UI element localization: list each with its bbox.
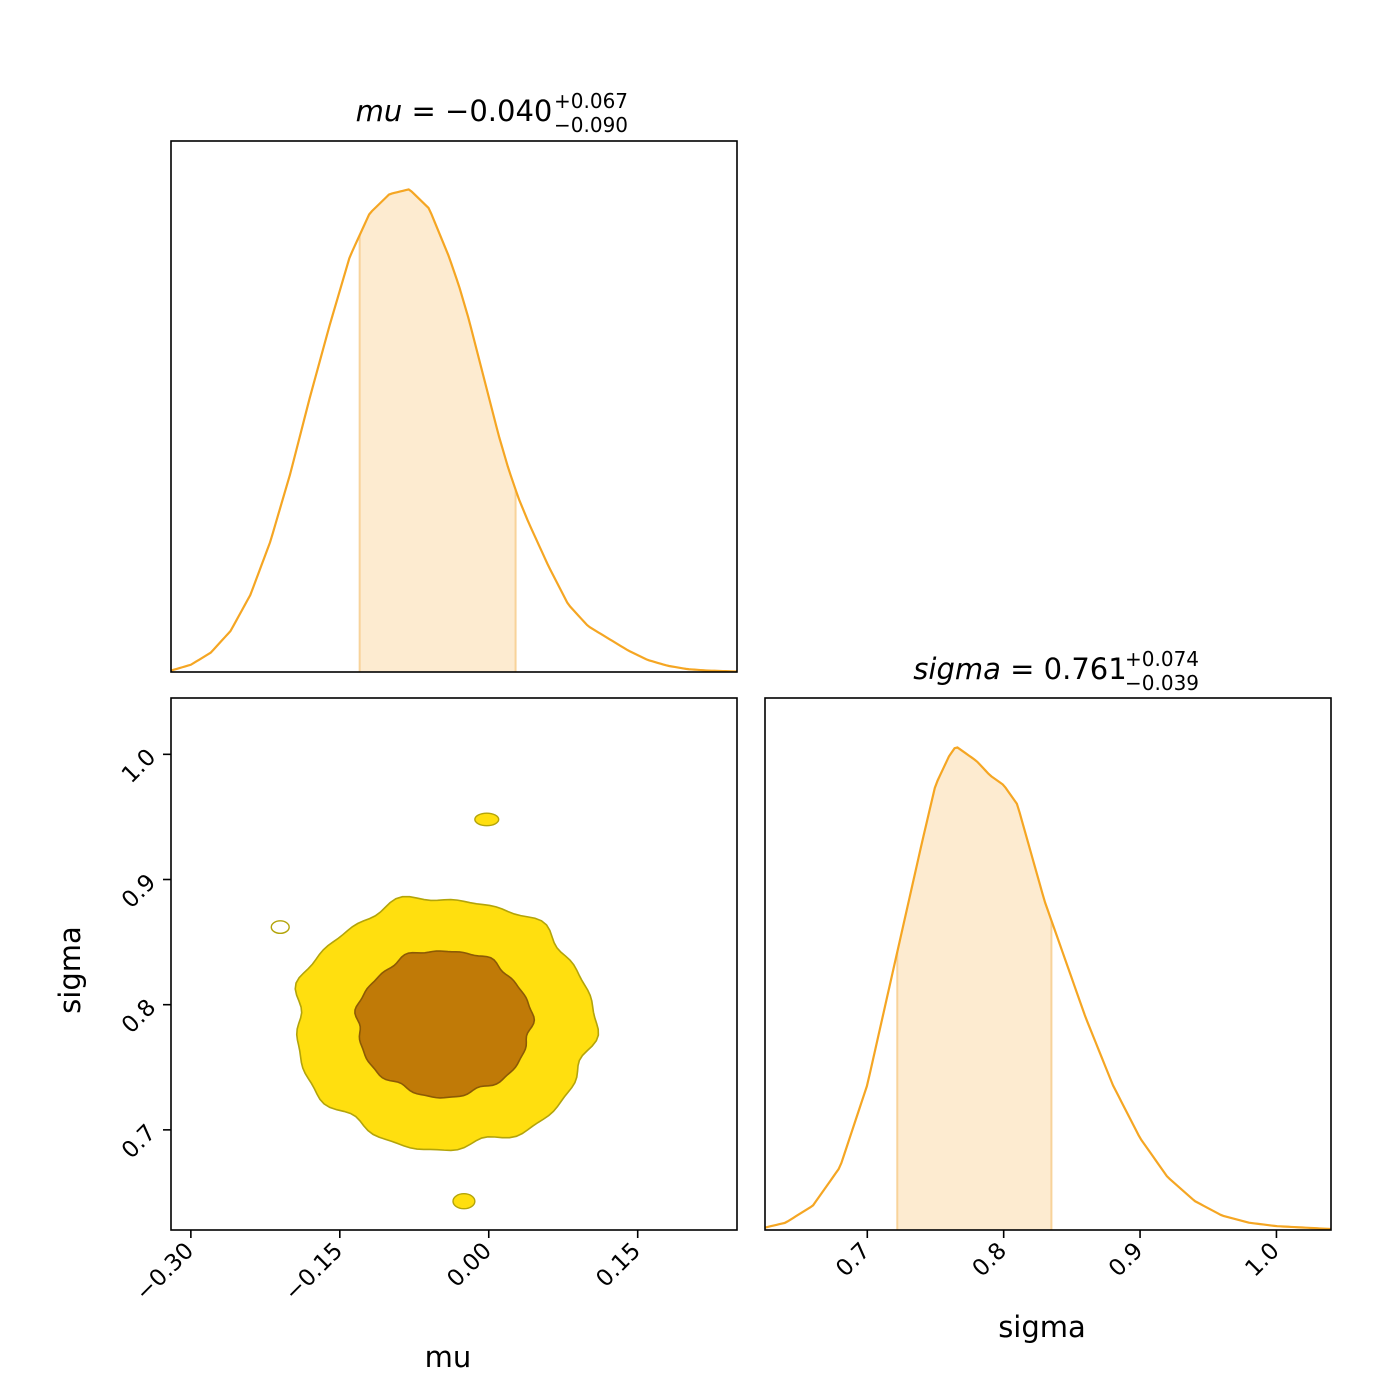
sigma-left-tick-label: 0.9 [117,869,161,913]
mu-tick-label: 0.00 [442,1238,497,1293]
contour-island [452,1192,476,1210]
mu-marginal-frame [170,140,738,673]
sigma-bottom-tick-label: 0.9 [1104,1238,1148,1282]
joint-frame [170,697,738,1231]
sigma-left-tick-label: 0.8 [117,995,161,1039]
contour-layer [270,812,600,1210]
contour-island [270,920,290,935]
sigma-marginal-frame [764,697,1332,1231]
mu-axis-label: mu [425,1340,472,1374]
sigma-density-curve-layer [764,746,1332,1231]
contour-inner [354,950,536,1099]
sigma-marginal-panel: sigma = 0.761 +0.074 −0.039 [764,647,1332,1231]
sigma-bottom-tick-label: 0.7 [831,1238,875,1282]
sigma-marginal-density-line [764,746,1332,1231]
sigma-bottom-axis-label: sigma [998,1310,1086,1344]
sigma-title: sigma = 0.761 [913,652,1126,686]
joint-panel [170,697,738,1231]
sigma-marginal-credible-band [897,746,1052,1230]
mu-tick-label: −0.15 [280,1238,348,1306]
mu-marginal-credible-band [359,189,516,672]
mu-marginal-density-line [170,188,738,673]
mu-title-minus: −0.090 [554,113,628,137]
mu-tick-label: −0.30 [131,1238,199,1306]
mu-title-plus: +0.067 [554,89,628,113]
mu-density-curve-layer [170,188,738,673]
sigma-left-axis-label: sigma [53,926,87,1014]
sigma-bottom-tick-label: 0.8 [968,1238,1012,1282]
sigma-left-tick-label: 0.7 [117,1120,161,1164]
tick-layer: −0.30 −0.15 0.00 0.15 0.7 0.8 0.9 1.0 0.7 0.8 0.9 1… [117,744,1285,1306]
mu-title: mu = −0.040 [356,94,553,128]
sigma-left-tick-label: 1.0 [117,744,161,788]
sigma-bottom-tick-label: 1.0 [1240,1238,1284,1282]
sigma-title-minus: −0.039 [1125,671,1199,695]
contour-island [474,812,500,827]
mu-marginal-panel: mu = −0.040 +0.067 −0.090 [170,89,738,673]
sigma-title-plus: +0.074 [1125,647,1199,671]
mu-tick-label: 0.15 [591,1238,646,1293]
